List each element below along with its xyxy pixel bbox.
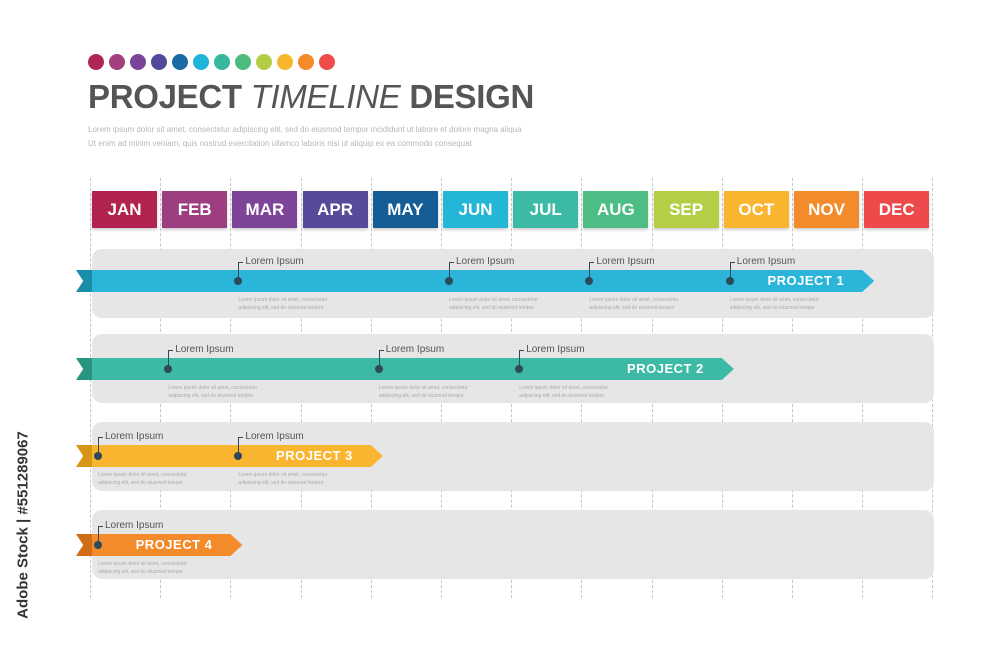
arrow-tail bbox=[76, 445, 92, 467]
milestone-tick bbox=[449, 262, 454, 263]
milestone-dot bbox=[374, 365, 383, 373]
milestone-stem bbox=[589, 262, 591, 281]
month-dec: DEC bbox=[864, 191, 930, 228]
milestone-dot bbox=[234, 452, 243, 460]
color-dot bbox=[109, 54, 125, 70]
milestone-tick bbox=[589, 262, 595, 263]
milestone-label: Lorem Ipsum bbox=[736, 256, 796, 267]
color-dot bbox=[172, 54, 188, 70]
milestone-stem bbox=[519, 350, 521, 369]
milestone-description: Lorem ipsum dolor sit amet, consectetur … bbox=[449, 297, 538, 311]
title-timeline: TIMELINE bbox=[250, 78, 401, 115]
month-jul: JUL bbox=[513, 191, 579, 228]
color-dot bbox=[88, 54, 104, 70]
milestone-dot bbox=[94, 452, 102, 460]
color-dot bbox=[130, 54, 146, 70]
milestone-description: Lorem ipsum dolor sit amet, consectetur … bbox=[589, 297, 679, 311]
milestone-description: Lorem ipsum dolor sit amet, consectetur … bbox=[729, 297, 819, 311]
milestone-dot bbox=[725, 277, 734, 285]
color-dot bbox=[298, 54, 314, 70]
subtitle: Lorem ipsum dolor sit amet, consectetur … bbox=[88, 123, 548, 151]
milestone-dot bbox=[445, 277, 453, 285]
page-title: PROJECT TIMELINE DESIGN bbox=[88, 78, 534, 116]
month-nov: NOV bbox=[794, 191, 859, 228]
month-apr: APR bbox=[302, 191, 368, 228]
milestone-description: Lorem ipsum dolor sit amet, consectetur … bbox=[98, 561, 187, 575]
milestone-dot bbox=[94, 541, 102, 549]
milestone-stem bbox=[729, 262, 731, 281]
milestone-description: Lorem ipsum dolor sit amet, consectetur … bbox=[378, 385, 468, 399]
milestone-description: Lorem ipsum dolor sit amet, consectetur … bbox=[98, 472, 187, 486]
project-arrow-1: PROJECT 1 bbox=[92, 270, 874, 292]
title-project: PROJECT bbox=[88, 78, 242, 115]
month-oct: OCT bbox=[723, 191, 789, 228]
milestone-stem bbox=[98, 526, 99, 545]
color-dot bbox=[235, 54, 251, 70]
milestone-tick bbox=[729, 262, 735, 263]
milestone-dot bbox=[164, 365, 173, 373]
color-dot bbox=[256, 54, 272, 70]
month-feb: FEB bbox=[162, 191, 228, 228]
milestone-label: Lorem Ipsum bbox=[456, 256, 515, 267]
month-jan: JAN bbox=[92, 191, 157, 228]
title-design: DESIGN bbox=[409, 78, 535, 115]
watermark-text: Adobe Stock | #551289067 bbox=[14, 431, 32, 619]
milestone-dot bbox=[234, 277, 243, 285]
arrow-tail bbox=[76, 358, 92, 380]
milestone-label: Lorem Ipsum bbox=[245, 256, 304, 267]
color-dot bbox=[193, 54, 209, 70]
subtitle-line-2: Ut enim ad minim veniam, quis nostrud ex… bbox=[88, 139, 472, 148]
month-mar: MAR bbox=[232, 191, 298, 228]
project-arrow-2: PROJECT 2 bbox=[92, 358, 734, 380]
milestone-tick bbox=[238, 262, 244, 263]
milestone-label: Lorem Ipsum bbox=[175, 344, 234, 355]
milestone-tick bbox=[98, 526, 103, 527]
milestone-label: Lorem Ipsum bbox=[105, 520, 164, 531]
milestone-stem bbox=[98, 437, 99, 456]
milestone-stem bbox=[238, 262, 240, 281]
color-dot bbox=[319, 54, 335, 70]
arrow-tail bbox=[76, 270, 92, 292]
milestone-tick bbox=[168, 350, 174, 351]
milestone-description: Lorem ipsum dolor sit amet, consectetur … bbox=[238, 472, 328, 486]
color-dot bbox=[151, 54, 167, 70]
milestone-stem bbox=[449, 262, 450, 281]
milestone-label: Lorem Ipsum bbox=[596, 256, 655, 267]
color-dot bbox=[277, 54, 293, 70]
watermark: Adobe Stock | #551289067 bbox=[14, 415, 32, 635]
milestone-stem bbox=[168, 350, 170, 369]
grid-line bbox=[90, 178, 91, 598]
month-jun: JUN bbox=[443, 191, 508, 228]
color-dots bbox=[88, 54, 335, 70]
milestone-label: Lorem Ipsum bbox=[526, 344, 585, 355]
milestone-tick bbox=[238, 437, 244, 438]
milestone-tick bbox=[519, 350, 525, 351]
milestone-tick bbox=[98, 437, 103, 438]
milestone-tick bbox=[378, 350, 384, 351]
milestone-description: Lorem ipsum dolor sit amet, consectetur … bbox=[519, 385, 609, 399]
milestone-label: Lorem Ipsum bbox=[245, 431, 304, 442]
month-may: MAY bbox=[372, 191, 438, 228]
milestone-label: Lorem Ipsum bbox=[385, 344, 445, 355]
month-aug: AUG bbox=[583, 191, 649, 228]
milestone-dot bbox=[515, 365, 524, 373]
milestone-stem bbox=[378, 350, 380, 369]
milestone-description: Lorem ipsum dolor sit amet, consectetur … bbox=[238, 297, 328, 311]
milestone-description: Lorem ipsum dolor sit amet, consectetur … bbox=[168, 385, 258, 399]
color-dot bbox=[214, 54, 230, 70]
month-sep: SEP bbox=[653, 191, 719, 228]
subtitle-line-1: Lorem ipsum dolor sit amet, consectetur … bbox=[88, 125, 522, 134]
arrow-tail bbox=[76, 534, 92, 556]
milestone-dot bbox=[585, 277, 594, 285]
milestone-stem bbox=[238, 437, 240, 456]
project-arrow-4: PROJECT 4 bbox=[92, 534, 242, 556]
milestone-label: Lorem Ipsum bbox=[105, 431, 164, 442]
